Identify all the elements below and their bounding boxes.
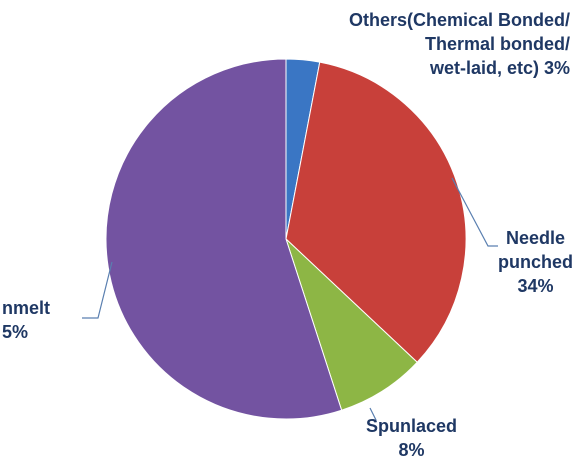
slice-label-needle-line: Needle — [505, 228, 566, 248]
slice-label-spunlaced-line: 8% — [398, 440, 425, 460]
leader-line-meltblown — [82, 261, 113, 319]
slice-label-meltblown-line: 5% — [2, 322, 29, 342]
slice-label-others-line: Thermal bonded/ — [424, 34, 570, 54]
slice-label-spunlaced-line: Spunlaced — [366, 416, 458, 436]
pie-slice-needle-punched — [285, 61, 467, 363]
slice-label-meltblown-line: nmelt — [2, 298, 51, 318]
slice-label-meltblown: nmelt 5% — [2, 296, 50, 344]
slice-label-needle-line: 34% — [517, 276, 554, 296]
pie-slice-spunlaced — [285, 238, 418, 411]
leader-line-spunlaced — [369, 407, 377, 422]
slice-label-others: Others(Chemical Bonded/ Thermal bonded/ … — [349, 8, 570, 80]
slice-label-others-line: Others(Chemical Bonded/ — [348, 10, 570, 30]
slice-label-needle-punched: Needle punched 34% — [498, 226, 573, 298]
leader-line-needle-punched — [451, 177, 498, 247]
slice-label-needle-line: punched — [498, 252, 573, 272]
slice-label-spunlaced: Spunlaced 8% — [366, 414, 457, 462]
slice-label-others-line: wet-laid, etc) 3% — [429, 58, 570, 78]
pie-slice-meltblown — [105, 58, 343, 420]
